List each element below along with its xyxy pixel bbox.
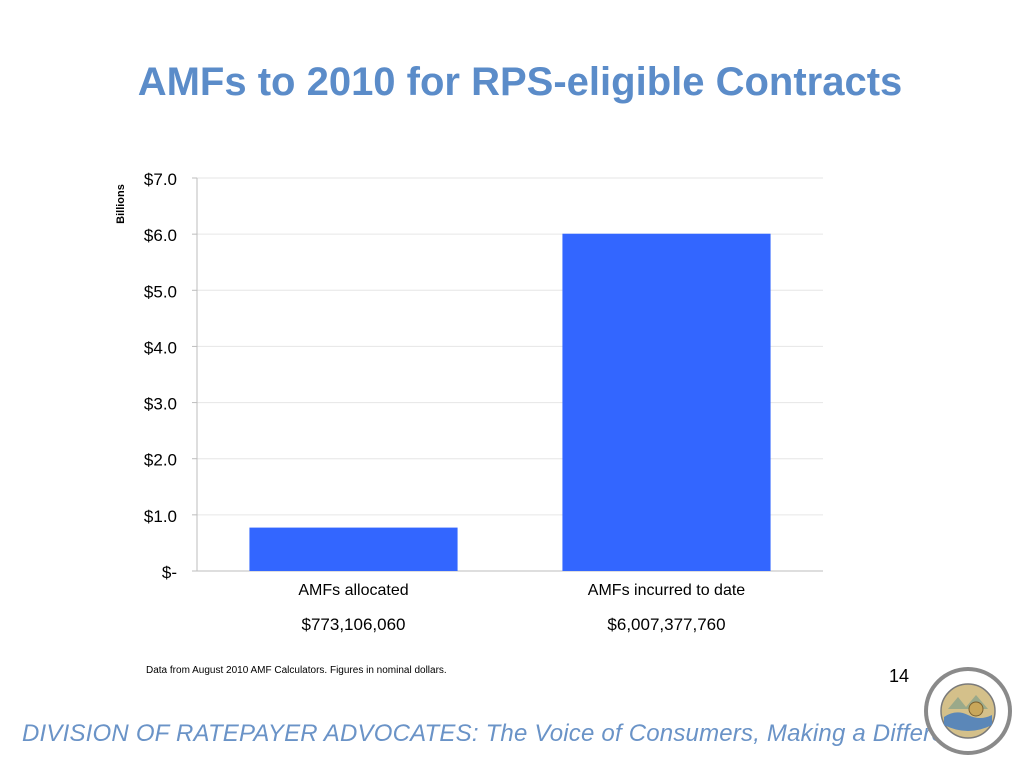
- y-tick-label: $2.0: [144, 451, 177, 470]
- footer-tagline: DIVISION OF RATEPAYER ADVOCATES: The Voi…: [22, 720, 992, 747]
- source-note: Data from August 2010 AMF Calculators. F…: [146, 665, 447, 676]
- california-puc-seal-icon: [924, 667, 1012, 755]
- bar: [249, 527, 458, 571]
- page-number: 14: [889, 666, 910, 686]
- y-axis-label: Billions: [115, 184, 127, 224]
- x-category-label: AMFs allocated: [298, 582, 408, 599]
- bar-chart: $- $1.0 $2.0 $3.0 $4.0 $5.0 $6.0 $7.0 Billions AM…: [115, 170, 823, 634]
- y-tick-label: $6.0: [144, 226, 177, 245]
- y-tick-label: $5.0: [144, 282, 177, 301]
- bar: [562, 233, 771, 572]
- y-tick-label: $4.0: [144, 338, 177, 357]
- labels: $- $1.0 $2.0 $3.0 $4.0 $5.0 $6.0 $7.0 Billions AM…: [115, 170, 745, 634]
- value-label: $6,007,377,760: [607, 615, 725, 634]
- y-tick-label: $-: [162, 563, 177, 582]
- value-label: $773,106,060: [302, 615, 406, 634]
- y-tick-label: $3.0: [144, 395, 177, 414]
- x-category-label: AMFs incurred to date: [588, 582, 746, 599]
- slide-title: AMFs to 2010 for RPS-eligible Contracts: [137, 60, 903, 104]
- y-tick-label: $7.0: [144, 170, 177, 189]
- y-tick-label: $1.0: [144, 507, 177, 526]
- bars: [249, 233, 771, 572]
